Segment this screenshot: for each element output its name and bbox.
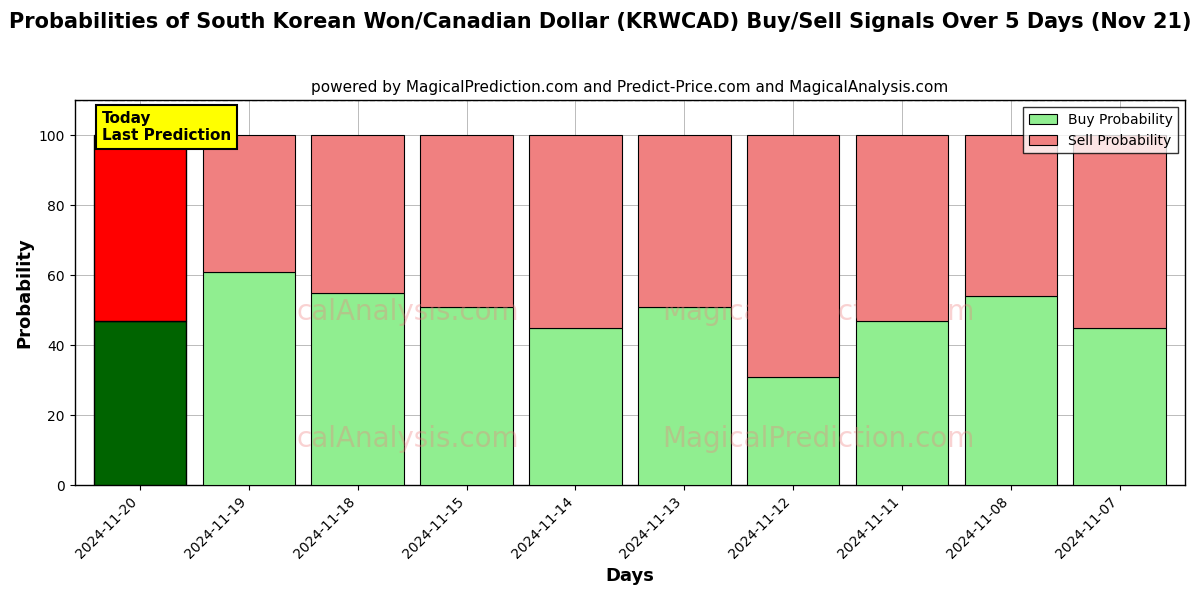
Bar: [638, 136, 731, 307]
Bar: [203, 272, 295, 485]
Title: powered by MagicalPrediction.com and Predict-Price.com and MagicalAnalysis.com: powered by MagicalPrediction.com and Pre…: [311, 80, 948, 95]
Text: calAnalysis.com: calAnalysis.com: [296, 425, 520, 453]
Bar: [965, 136, 1057, 296]
X-axis label: Days: Days: [605, 567, 654, 585]
Bar: [312, 293, 404, 485]
Bar: [856, 136, 948, 320]
Bar: [94, 136, 186, 320]
Text: Probabilities of South Korean Won/Canadian Dollar (KRWCAD) Buy/Sell Signals Over: Probabilities of South Korean Won/Canadi…: [8, 12, 1192, 32]
Bar: [746, 136, 839, 377]
Legend: Buy Probability, Sell Probability: Buy Probability, Sell Probability: [1024, 107, 1178, 154]
Bar: [529, 136, 622, 328]
Text: Today
Last Prediction: Today Last Prediction: [102, 111, 232, 143]
Bar: [746, 377, 839, 485]
Bar: [856, 320, 948, 485]
Y-axis label: Probability: Probability: [16, 238, 34, 348]
Bar: [1074, 136, 1166, 328]
Bar: [420, 307, 512, 485]
Bar: [529, 328, 622, 485]
Bar: [965, 296, 1057, 485]
Bar: [638, 307, 731, 485]
Bar: [420, 136, 512, 307]
Bar: [203, 136, 295, 272]
Bar: [312, 136, 404, 293]
Bar: [94, 320, 186, 485]
Text: calAnalysis.com: calAnalysis.com: [296, 298, 520, 326]
Text: MagicalPrediction.com: MagicalPrediction.com: [662, 425, 974, 453]
Text: MagicalPrediction.com: MagicalPrediction.com: [662, 298, 974, 326]
Bar: [1074, 328, 1166, 485]
